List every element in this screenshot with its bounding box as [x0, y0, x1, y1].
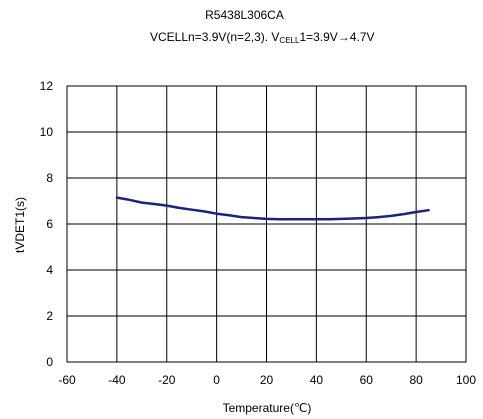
tick-labels: -60 -40 -20 0 20 40 60 80 100 0 2 4 6 8 10 12 [40, 79, 477, 387]
y-tick-label: 12 [40, 79, 54, 93]
x-tick-label: 20 [260, 373, 274, 387]
x-tick-label: 40 [310, 373, 324, 387]
x-axis-label: Temperature(℃) [223, 401, 312, 415]
x-tick-label: 100 [456, 373, 476, 387]
y-tick-label: 8 [46, 171, 53, 185]
chart-subtitle: VCELLn=3.9V(n=2,3). VCELL1=3.9V→4.7V [150, 30, 375, 45]
plot-area-border [66, 85, 467, 363]
x-tick-label: -40 [108, 373, 126, 387]
y-tick-label: 10 [40, 125, 54, 139]
x-tick-label: 0 [213, 373, 220, 387]
y-tick-label: 2 [46, 309, 53, 323]
grid [66, 85, 467, 363]
y-tick-label: 4 [46, 263, 53, 277]
x-tick-label: -20 [158, 373, 176, 387]
x-tick-label: -60 [58, 373, 76, 387]
x-tick-label: 60 [360, 373, 374, 387]
series-layer [115, 196, 430, 221]
y-tick-label: 6 [46, 217, 53, 231]
chart-title: R5438L306CA [205, 8, 284, 22]
y-axis-label: tVDET1(s) [13, 197, 27, 253]
x-tick-label: 80 [409, 373, 423, 387]
series-line [115, 196, 430, 221]
y-tick-label: 0 [46, 355, 53, 369]
